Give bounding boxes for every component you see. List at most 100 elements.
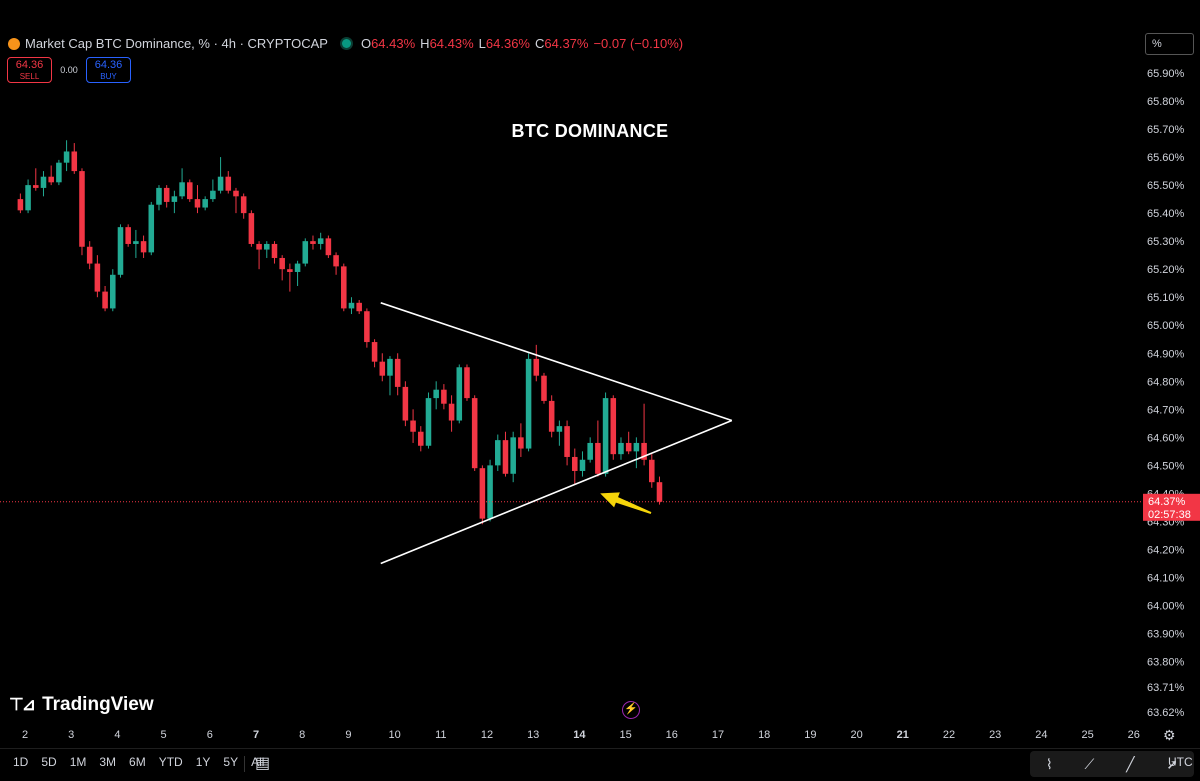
candle[interactable] (225, 171, 232, 194)
candle[interactable] (433, 381, 439, 410)
candle[interactable] (171, 190, 178, 214)
candle[interactable] (618, 437, 624, 460)
triangle-upper-line[interactable] (380, 302, 733, 422)
buy-button[interactable]: 64.36 BUY (86, 57, 131, 83)
candle[interactable] (240, 193, 247, 219)
candle[interactable] (302, 238, 309, 267)
timeframe-button-all[interactable]: All (251, 755, 265, 769)
candle[interactable] (148, 201, 155, 256)
candle[interactable] (341, 263, 347, 312)
candle[interactable] (179, 168, 185, 200)
candle[interactable] (71, 143, 78, 174)
candle[interactable] (541, 372, 547, 404)
candle[interactable] (110, 269, 116, 312)
candle[interactable] (487, 459, 493, 522)
candle[interactable] (210, 179, 216, 202)
candle[interactable] (456, 364, 463, 424)
candle[interactable] (202, 196, 208, 211)
candle[interactable] (379, 353, 386, 382)
candle[interactable] (356, 300, 362, 315)
candle[interactable] (572, 448, 578, 485)
candle[interactable] (310, 235, 316, 250)
candle[interactable] (40, 171, 47, 197)
candle[interactable] (264, 241, 270, 258)
candle[interactable] (394, 353, 401, 396)
time-axis[interactable]: 2 3 4 5 6 7 8 9 10 11 12 13 14 15 16 17 18 19 20 21 22 23 24 25… (0, 722, 1143, 746)
gear-icon[interactable]: ⚙ (1163, 727, 1176, 743)
lightning-icon[interactable]: ⚡ (622, 701, 640, 719)
calendar-range-icon[interactable]: ▤ (255, 755, 271, 772)
candle[interactable] (364, 308, 370, 348)
candle[interactable] (525, 353, 532, 452)
candle[interactable] (625, 431, 632, 455)
candle[interactable] (533, 344, 540, 382)
candle[interactable] (163, 185, 170, 208)
timeframe-button-3m[interactable]: 3M (99, 755, 117, 769)
candle[interactable] (502, 431, 509, 477)
candle[interactable] (564, 420, 570, 466)
candle[interactable] (17, 193, 24, 214)
candle[interactable] (194, 185, 201, 214)
candle[interactable] (102, 286, 108, 312)
candle[interactable] (94, 255, 101, 298)
candle[interactable] (471, 395, 478, 471)
candle[interactable] (656, 476, 663, 505)
scale-mode-button[interactable]: % (1145, 33, 1194, 55)
candle[interactable] (425, 392, 432, 449)
candle[interactable] (479, 465, 486, 525)
candle[interactable] (610, 395, 617, 460)
candle[interactable] (556, 420, 563, 446)
timeframe-button-5y[interactable]: 5Y (223, 755, 239, 769)
candle[interactable] (441, 384, 447, 410)
candle[interactable] (156, 185, 162, 211)
candle[interactable] (187, 179, 193, 202)
candle[interactable] (33, 168, 39, 191)
cursor-icon[interactable]: ➚ (1166, 755, 1179, 772)
candle[interactable] (548, 395, 555, 438)
candle[interactable] (117, 224, 124, 278)
candle[interactable] (410, 409, 416, 443)
candle[interactable] (510, 431, 516, 483)
candle[interactable] (48, 165, 54, 186)
price-axis[interactable]: 65.90% 65.80% 65.70% 65.60% 65.50% 65.40% 65.3… (1143, 0, 1200, 722)
candle[interactable] (348, 297, 355, 315)
candle[interactable] (587, 437, 593, 463)
chart-area[interactable] (0, 0, 1143, 722)
candle[interactable] (518, 423, 524, 457)
candle[interactable] (140, 235, 147, 258)
candle[interactable] (86, 241, 93, 270)
candle[interactable] (25, 179, 31, 214)
candle[interactable] (233, 187, 239, 214)
candle[interactable] (325, 235, 332, 258)
candle[interactable] (56, 159, 62, 186)
candle[interactable] (448, 395, 455, 432)
candle[interactable] (418, 426, 424, 452)
timeframe-button-6m[interactable]: 6M (129, 755, 146, 769)
timezone-label[interactable]: UTC (1168, 755, 1193, 769)
candle[interactable] (387, 356, 393, 396)
candle[interactable] (333, 252, 339, 275)
yellow-arrow[interactable] (600, 492, 652, 514)
timeframe-button-5d[interactable]: 5D (41, 755, 57, 769)
timeframe-button-ytd[interactable]: YTD (158, 755, 183, 769)
candle[interactable] (402, 381, 409, 427)
candle[interactable] (495, 434, 501, 471)
timeframe-button-1d[interactable]: 1D (13, 755, 29, 769)
candle[interactable] (279, 255, 285, 281)
candle[interactable] (579, 451, 586, 477)
symbol-title[interactable]: Market Cap BTC Dominance, % · 4h · CRYPT… (25, 36, 328, 51)
candle[interactable] (641, 403, 647, 466)
timeframe-button-1m[interactable]: 1M (69, 755, 87, 769)
candle[interactable] (271, 241, 278, 264)
candle[interactable] (63, 140, 70, 172)
triangle-lower-line[interactable] (380, 419, 733, 565)
timeframe-button-1y[interactable]: 1Y (195, 755, 211, 769)
candle[interactable] (256, 241, 262, 270)
candle[interactable] (79, 168, 85, 256)
candle[interactable] (317, 232, 324, 250)
candle[interactable] (248, 210, 255, 247)
trendline-icon[interactable]: ⟋ (1084, 755, 1095, 772)
candle[interactable] (125, 224, 131, 247)
candle[interactable] (602, 392, 609, 477)
pencil-line-icon[interactable]: ╱ (1126, 755, 1135, 772)
